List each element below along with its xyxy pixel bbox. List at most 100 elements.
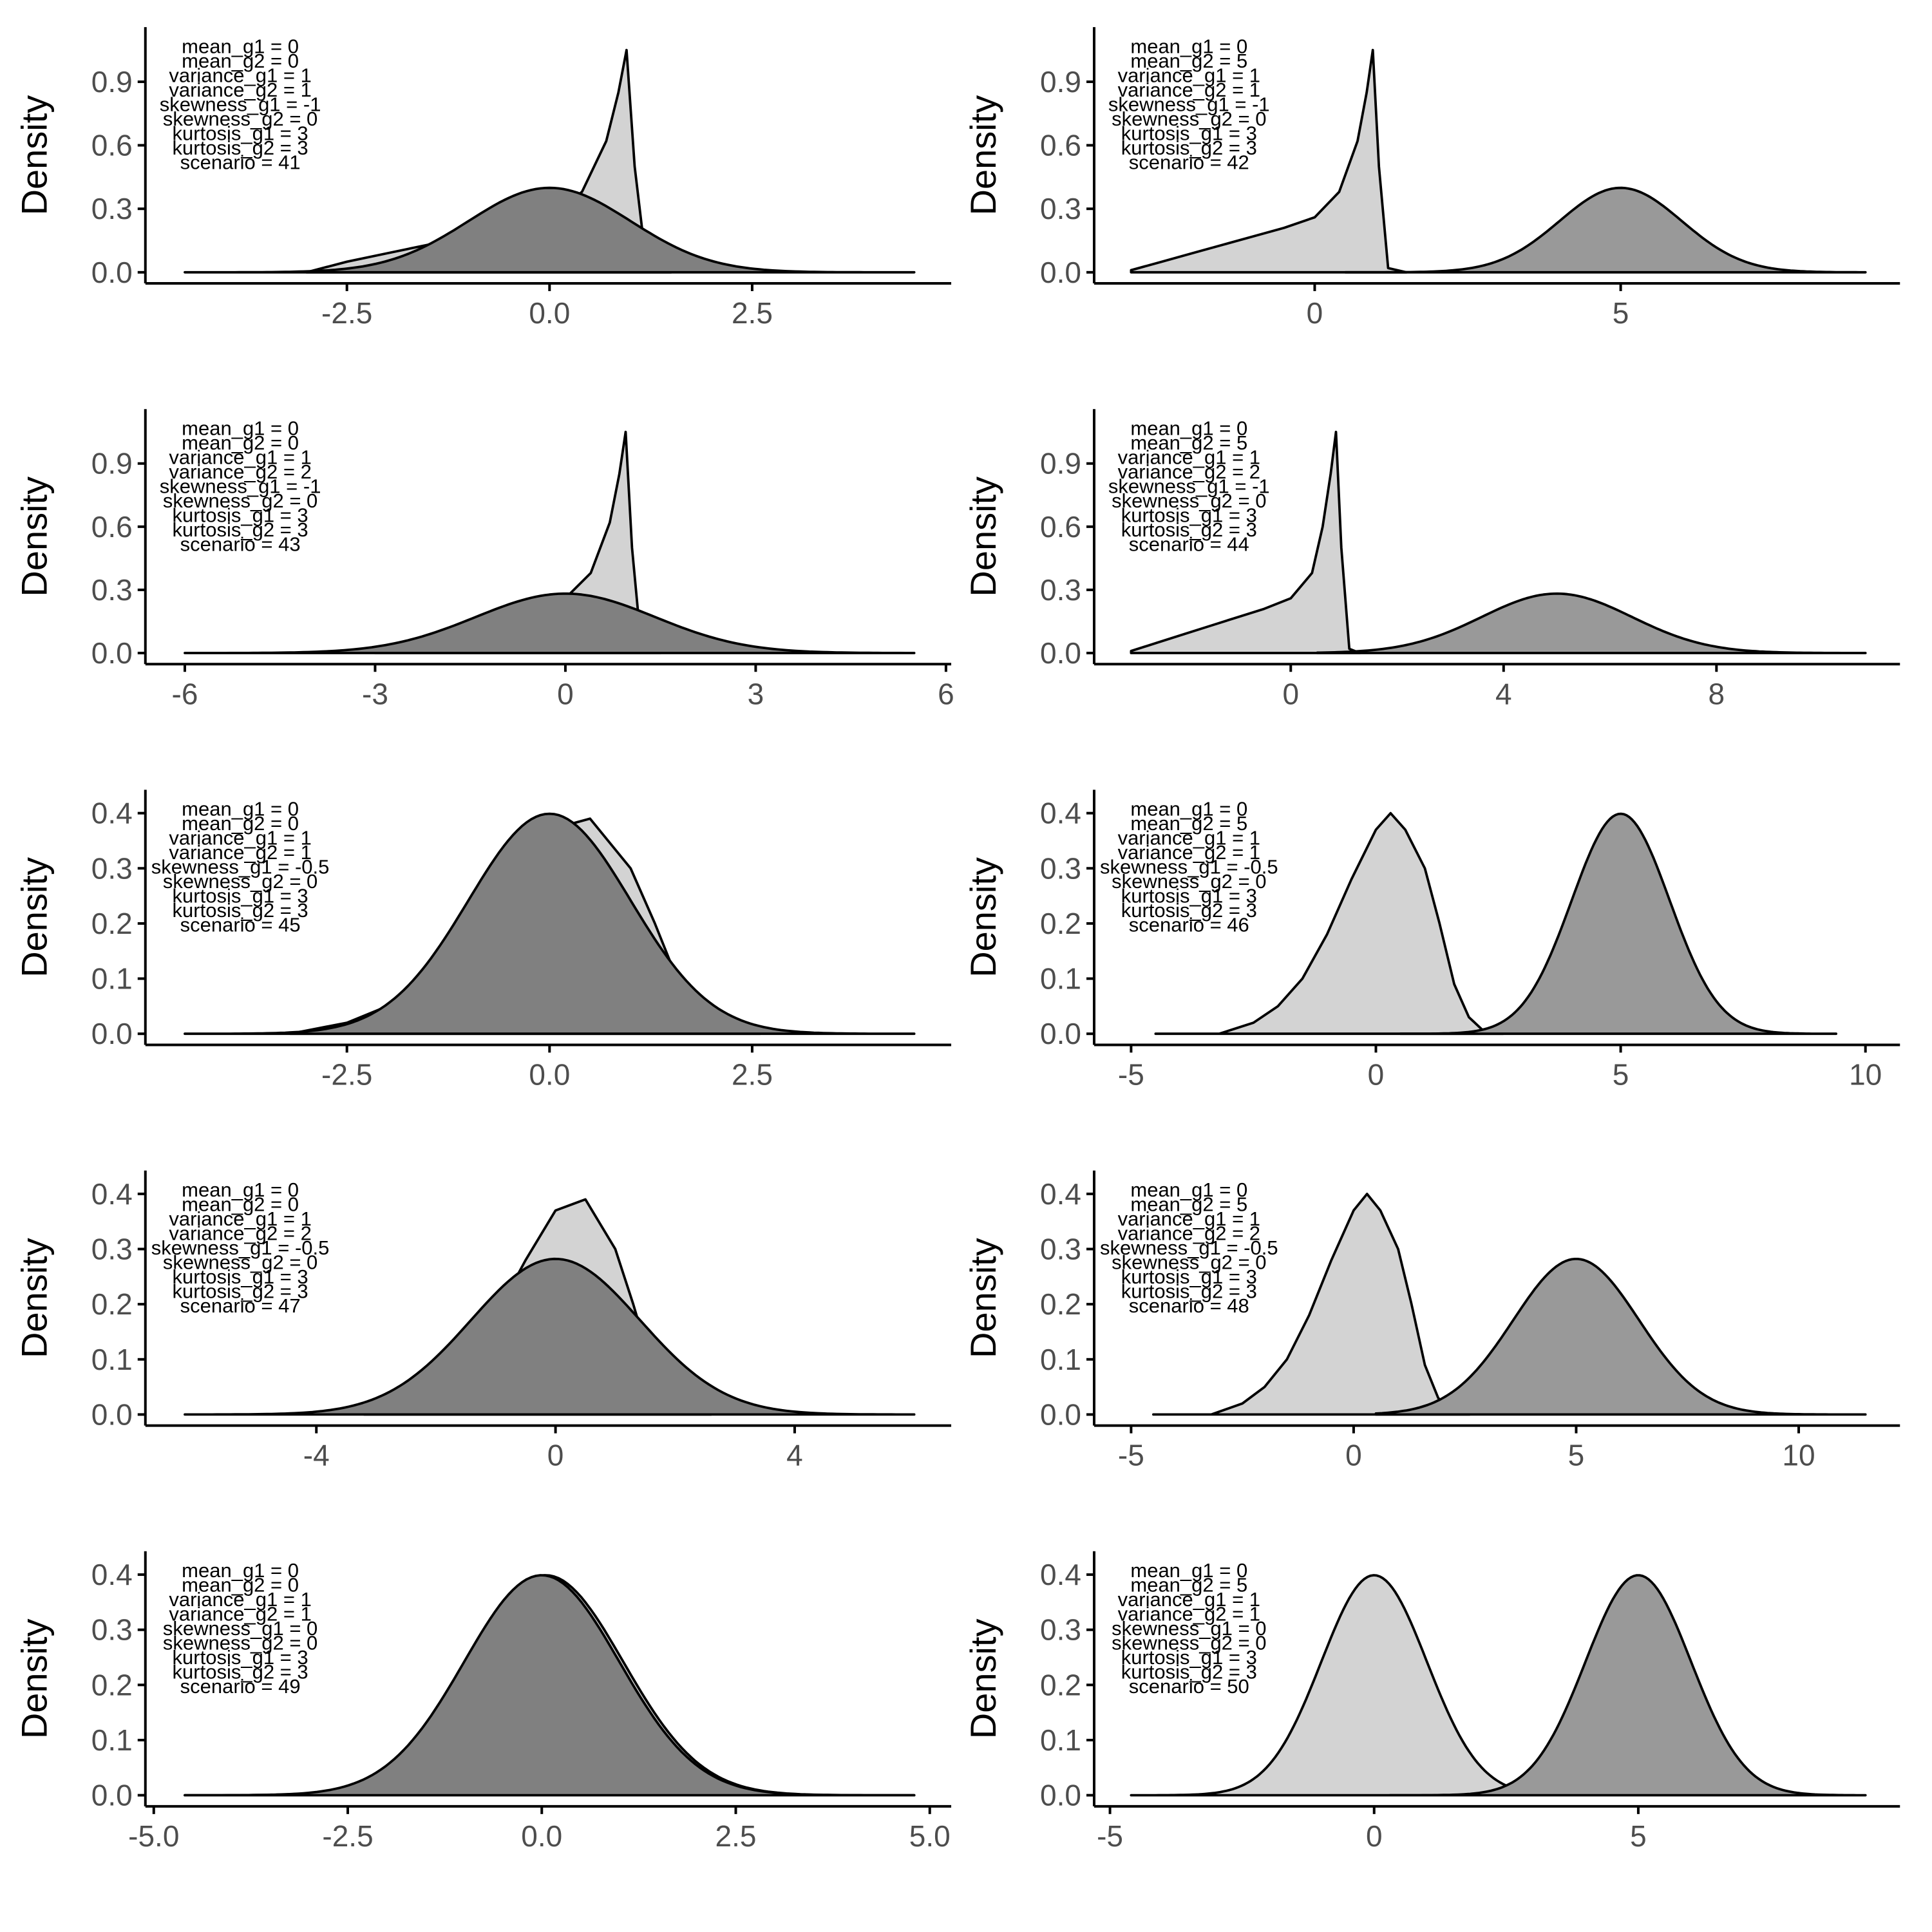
y-tick-label: 0.0	[1040, 1017, 1081, 1050]
parameter-annotation-line: variance_g1 = 1	[169, 1208, 311, 1230]
x-tick-label: 8	[1709, 677, 1725, 710]
parameter-annotation-line: mean_g1 = 0	[182, 35, 299, 57]
y-tick-label: 0.2	[91, 1287, 133, 1321]
density-area-g2	[1399, 812, 1837, 1036]
parameter-annotation-line: mean_g2 = 0	[182, 1193, 299, 1215]
x-tick-label: 0.0	[521, 1819, 562, 1853]
x-tick-label: 10	[1849, 1057, 1882, 1091]
x-tick-label: -5	[1118, 1057, 1144, 1091]
y-tick-label: 0.0	[91, 636, 133, 670]
density-area-g2	[1374, 1258, 1867, 1416]
y-tick-label: 0.4	[1040, 797, 1081, 830]
x-tick-label: 0.0	[529, 1057, 570, 1091]
parameter-annotation-line: variance_g1 = 1	[1118, 446, 1260, 468]
parameter-annotation-line: mean_g1 = 0	[1130, 35, 1247, 57]
parameter-annotation-line: kurtosis_g1 = 3	[1121, 504, 1257, 526]
x-tick-label: 0	[557, 677, 574, 710]
x-tick-label: 0.0	[529, 296, 570, 330]
parameter-annotation-line: kurtosis_g1 = 3	[1121, 1646, 1257, 1669]
x-tick-label: 2.5	[715, 1819, 757, 1853]
y-axis-title: Density	[963, 1238, 1003, 1358]
y-tick-label: 0.9	[91, 65, 133, 99]
parameter-annotation-line: variance_g1 = 1	[169, 446, 311, 468]
y-tick-label: 0.0	[1040, 636, 1081, 670]
y-axis-title: Density	[14, 1238, 55, 1358]
density-area-g2	[1316, 592, 1867, 654]
y-axis-title: Density	[14, 95, 55, 216]
parameter-annotation-line: scenario = 46	[1129, 914, 1249, 936]
y-axis-title: Density	[963, 95, 1003, 216]
parameter-annotation-line: skewness_g2 = 0	[163, 489, 317, 512]
x-tick-label: 3	[748, 677, 764, 710]
y-tick-label: 0.4	[1040, 1177, 1081, 1211]
x-tick-label: -2.5	[321, 296, 372, 330]
x-tick-label: -3	[362, 677, 388, 710]
parameter-annotation-line: scenario = 47	[180, 1294, 301, 1317]
density-area-g2	[184, 592, 916, 654]
parameter-annotation-line: mean_g2 = 0	[182, 812, 299, 835]
parameter-annotation-line: skewness_g1 = -0.5	[151, 1236, 330, 1259]
parameter-annotation-line: kurtosis_g1 = 3	[173, 504, 308, 526]
parameter-annotation-line: kurtosis_g2 = 3	[173, 137, 308, 159]
y-tick-label: 0.0	[91, 1017, 133, 1050]
x-tick-label: -4	[303, 1439, 330, 1472]
y-axis-title: Density	[14, 1618, 55, 1739]
parameter-annotation-line: variance_g2 = 2	[169, 1222, 311, 1244]
y-tick-label: 0.3	[91, 851, 133, 885]
parameter-annotation-line: kurtosis_g2 = 3	[1121, 1660, 1257, 1683]
x-tick-label: -5	[1118, 1439, 1144, 1472]
y-tick-label: 0.4	[91, 1558, 133, 1591]
y-axis-title: Density	[963, 857, 1003, 978]
parameter-annotation-line: skewness_g2 = 0	[1112, 1251, 1266, 1273]
y-axis-title: Density	[14, 857, 55, 978]
density-area-g2	[184, 1257, 916, 1416]
parameter-annotation-line: variance_g1 = 1	[169, 64, 311, 86]
parameter-annotation-line: mean_g2 = 0	[182, 1573, 299, 1596]
parameter-annotation-line: variance_g1 = 1	[1118, 1588, 1260, 1611]
parameter-annotation-line: mean_g1 = 0	[182, 417, 299, 439]
parameter-annotation-line: variance_g1 = 1	[169, 1588, 311, 1611]
y-tick-label: 0.9	[1040, 65, 1081, 99]
parameter-annotation-line: kurtosis_g1 = 3	[173, 1646, 308, 1669]
parameter-annotation-line: skewness_g2 = 0	[163, 1631, 317, 1654]
parameter-annotation-line: scenario = 42	[1129, 151, 1249, 173]
parameter-annotation-line: skewness_g2 = 0	[163, 108, 317, 130]
parameter-annotation-line: skewness_g1 = -0.5	[1100, 856, 1278, 878]
parameter-annotation-line: kurtosis_g1 = 3	[1121, 885, 1257, 907]
y-tick-label: 0.3	[91, 1233, 133, 1266]
x-tick-label: 0	[547, 1439, 564, 1472]
parameter-annotation-line: mean_g2 = 5	[1130, 431, 1247, 454]
parameter-annotation-line: variance_g2 = 2	[1118, 1222, 1260, 1244]
parameter-annotation-line: scenario = 44	[1129, 533, 1249, 555]
parameter-annotation-line: mean_g1 = 0	[182, 798, 299, 820]
y-tick-label: 0.3	[1040, 851, 1081, 885]
x-tick-label: -6	[172, 677, 198, 710]
parameter-annotation-line: kurtosis_g1 = 3	[173, 885, 308, 907]
y-tick-label: 0.1	[1040, 1723, 1081, 1757]
parameter-annotation-line: variance_g2 = 1	[1118, 79, 1260, 101]
parameter-annotation-line: kurtosis_g2 = 3	[173, 518, 308, 541]
parameter-annotation-line: variance_g2 = 1	[169, 79, 311, 101]
parameter-annotation-line: mean_g2 = 5	[1130, 50, 1247, 72]
y-tick-label: 0.2	[1040, 907, 1081, 940]
y-tick-label: 0.9	[1040, 447, 1081, 480]
parameter-annotation-line: mean_g1 = 0	[1130, 417, 1247, 439]
parameter-annotation-line: kurtosis_g2 = 3	[173, 899, 308, 922]
x-tick-label: -2.5	[322, 1819, 373, 1853]
parameter-annotation-line: scenario = 43	[180, 533, 301, 555]
y-tick-label: 0.1	[1040, 1343, 1081, 1376]
parameter-annotation-line: skewness_g2 = 0	[1112, 489, 1266, 512]
x-tick-label: 6	[938, 677, 954, 710]
